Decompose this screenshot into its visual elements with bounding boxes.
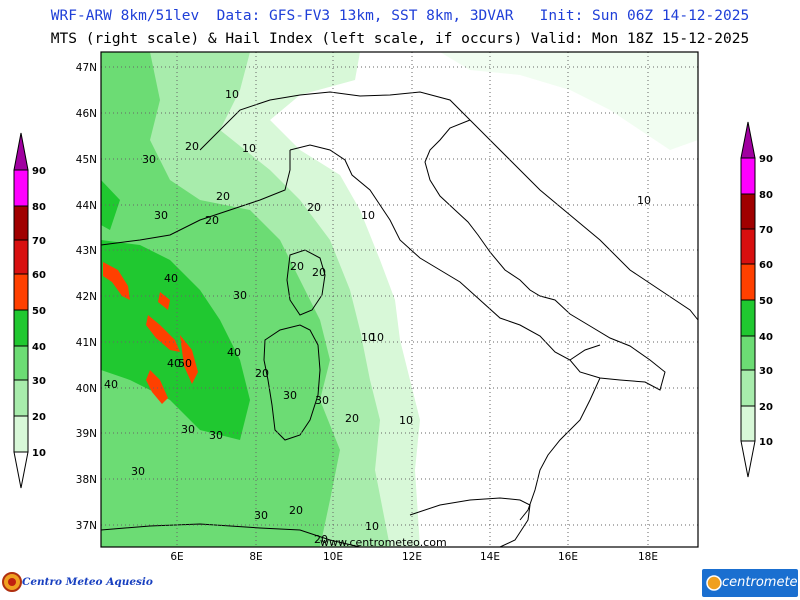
contour-label: 50 (178, 357, 192, 370)
right-scale-label: 80 (759, 190, 773, 201)
right-scale-label: 20 (759, 402, 773, 413)
contour-label: 20 (314, 533, 328, 546)
longitude-axis: 6E 8E 10E 12E 14E 16E 18E (170, 551, 658, 563)
contour-label: 30 (283, 389, 297, 402)
graticule (101, 52, 698, 547)
contour-label: 10 (242, 142, 256, 155)
left-scale-label: 40 (32, 342, 46, 353)
left-scale-label: 80 (32, 202, 46, 213)
mts-shading (101, 52, 698, 547)
lon-label: 6E (170, 551, 183, 563)
header-line-2: MTS (right scale) & Hail Index (left sca… (50, 31, 750, 47)
contour-label: 30 (254, 509, 268, 522)
right-scale-label: 40 (759, 332, 773, 343)
contour-label: 10 (225, 88, 239, 101)
right-scale-label: 30 (759, 366, 773, 377)
contour-label: 30 (209, 429, 223, 442)
contour-label: 20 (289, 504, 303, 517)
header-line-1: WRF-ARW 8km/51lev Data: GFS-FV3 13km, SS… (50, 8, 750, 24)
contour-label: 30 (233, 289, 247, 302)
coastlines (101, 91, 698, 547)
contour-label: 10 (365, 520, 379, 533)
contour-label: 30 (131, 465, 145, 478)
left-scale-label: 10 (32, 448, 46, 459)
lat-label: 41N (76, 337, 97, 349)
right-scale-label: 70 (759, 225, 773, 236)
contour-label: 40 (164, 272, 178, 285)
left-scale-label: 20 (32, 412, 46, 423)
contour-label: 30 (315, 394, 329, 407)
right-scale-label: 60 (759, 260, 773, 271)
right-scale-label: 10 (759, 437, 773, 448)
centro-meteo-aquesio-logo (2, 572, 22, 592)
lon-label: 14E (480, 551, 500, 563)
watermark: www.centrometeo.com (320, 536, 447, 549)
contour-label: 20 (307, 201, 321, 214)
lon-label: 18E (638, 551, 658, 563)
lat-label: 46N (76, 108, 97, 120)
contour-label: 20 (290, 260, 304, 273)
contour-label: 40 (167, 357, 181, 370)
contour-label: 20 (185, 140, 199, 153)
left-scale-label: 70 (32, 236, 46, 247)
lat-label: 45N (76, 154, 97, 166)
contour-label: 10 (370, 331, 384, 344)
globe-icon (706, 575, 722, 591)
contour-label: 30 (142, 153, 156, 166)
contour-label: 40 (104, 378, 118, 391)
right-scale-label: 90 (759, 154, 773, 165)
right-colorbar: 90 80 70 60 50 40 30 20 10 (740, 121, 773, 478)
left-scale-label: 90 (32, 166, 46, 177)
latitude-axis: 47N 46N 45N 44N 43N 42N 41N 40N 39N 38N … (76, 62, 97, 532)
lat-label: 44N (76, 200, 97, 212)
left-scale-label: 50 (32, 306, 46, 317)
contour-label: 20 (312, 266, 326, 279)
left-scale-label: 60 (32, 270, 46, 281)
contour-label: 30 (154, 209, 168, 222)
lat-label: 43N (76, 245, 97, 257)
contour-label: 40 (227, 346, 241, 359)
lon-label: 8E (249, 551, 262, 563)
lat-label: 38N (76, 474, 97, 486)
contour-labels: 10 20 10 30 20 10 30 20 20 10 20 20 40 3… (104, 88, 651, 546)
contour-label: 20 (216, 190, 230, 203)
left-scale-label: 30 (32, 376, 46, 387)
contour-label: 10 (361, 331, 375, 344)
logo-right-text[interactable]: centrometeo (722, 575, 800, 590)
lon-label: 10E (323, 551, 343, 563)
contour-label: 10 (361, 209, 375, 222)
logo-left-text: Centro Meteo Aquesio (22, 576, 153, 588)
contour-label: 10 (399, 414, 413, 427)
lat-label: 42N (76, 291, 97, 303)
contour-label: 20 (345, 412, 359, 425)
lat-label: 37N (76, 520, 97, 532)
left-colorbar: 90 80 70 60 50 40 30 20 10 (13, 132, 46, 489)
map-frame (100, 51, 699, 548)
contour-label: 20 (205, 214, 219, 227)
lon-label: 16E (558, 551, 578, 563)
contour-label: 20 (255, 367, 269, 380)
right-scale-label: 50 (759, 296, 773, 307)
lat-label: 39N (76, 428, 97, 440)
lon-label: 12E (402, 551, 422, 563)
lat-label: 47N (76, 62, 97, 74)
lat-label: 40N (76, 383, 97, 395)
contour-label: 30 (181, 423, 195, 436)
contour-label: 10 (637, 194, 651, 207)
